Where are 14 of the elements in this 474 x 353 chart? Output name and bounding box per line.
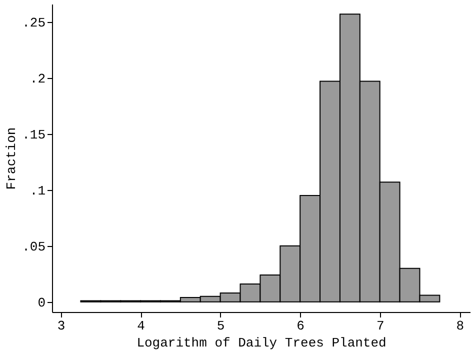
x-tick-label: 7 [376, 318, 384, 334]
y-axis-title: Fraction [4, 127, 20, 190]
x-tick-label: 8 [456, 318, 464, 334]
x-tick-label: 4 [137, 318, 146, 334]
y-tick-label: .05 [22, 239, 46, 254]
x-tick-label: 5 [216, 318, 225, 334]
y-tick-label: 0 [38, 295, 46, 310]
x-tick-label: 3 [57, 318, 66, 334]
x-axis-title: Logarithm of Daily Trees Planted [136, 336, 386, 350]
y-tick-label: .25 [22, 15, 46, 30]
y-tick-label: .1 [30, 183, 46, 198]
y-tick-label: .2 [30, 71, 46, 86]
x-tick-label: 6 [296, 318, 304, 334]
y-tick-label: .15 [22, 127, 46, 142]
